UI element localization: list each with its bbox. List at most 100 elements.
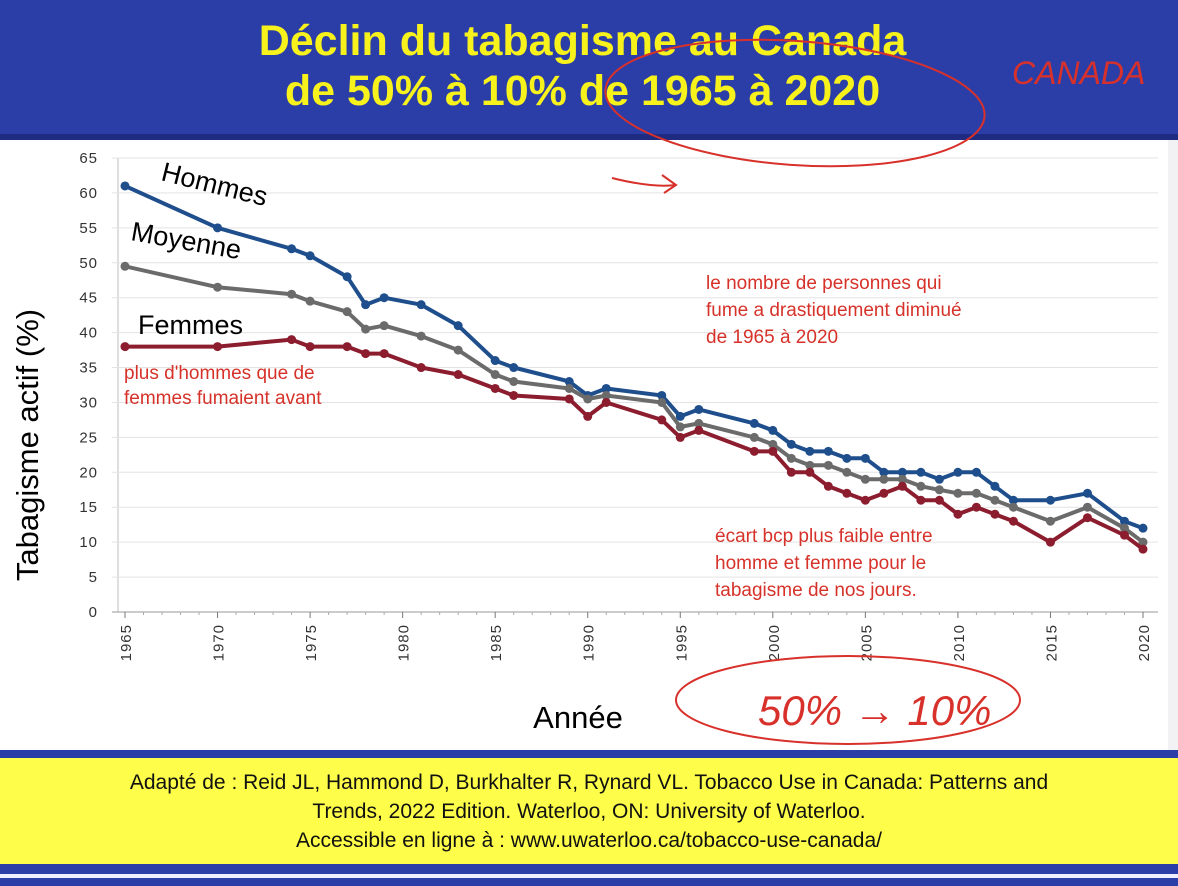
x-tick-label: 2010	[951, 624, 968, 661]
data-point-femmes	[1045, 537, 1055, 547]
x-tick-label: 2020	[1136, 624, 1153, 661]
data-point-femmes	[453, 370, 463, 380]
data-point-hommes	[694, 404, 704, 414]
annotation-gap-line: écart bcp plus faible entre	[715, 526, 933, 547]
data-point-femmes	[805, 467, 815, 477]
page-title: Déclin du tabagisme au Canada de 50% à 1…	[0, 16, 1165, 116]
data-point-hommes	[490, 356, 500, 366]
source-line-1: Adapté de : Reid JL, Hammond D, Burkhalt…	[129, 771, 1049, 794]
data-point-moyenne	[305, 296, 315, 306]
data-point-moyenne	[213, 282, 223, 292]
data-point-moyenne	[842, 467, 852, 477]
series-label-femmes: Femmes	[138, 310, 243, 340]
footer-bottom-rule	[0, 864, 1178, 886]
data-point-femmes	[601, 397, 611, 407]
data-point-femmes	[934, 495, 944, 505]
data-point-femmes	[379, 349, 389, 359]
right-edge-divider	[1168, 140, 1178, 750]
data-point-hommes	[1045, 495, 1055, 505]
handwritten-circle-title	[604, 38, 986, 168]
data-point-hommes	[120, 181, 130, 191]
series-label-moyenne: Moyenne	[129, 216, 244, 265]
title-line-2: de 50% à 10% de 1965 à 2020	[284, 67, 881, 115]
data-point-femmes	[583, 411, 593, 421]
data-point-femmes	[879, 488, 889, 498]
data-point-hommes	[601, 383, 611, 393]
y-tick-labels: 0 5 10 15 20 25 30 35 40 45 50 55 60 65	[79, 150, 98, 621]
data-point-moyenne	[564, 383, 574, 393]
data-point-hommes	[934, 474, 944, 484]
data-point-femmes	[305, 342, 315, 352]
x-tick-label: 1965	[118, 624, 135, 661]
data-point-moyenne	[453, 345, 463, 355]
data-point-moyenne	[1045, 516, 1055, 526]
data-point-hommes	[990, 481, 1000, 491]
data-point-femmes	[694, 425, 704, 435]
data-point-hommes	[1119, 516, 1129, 526]
data-point-femmes	[1119, 530, 1129, 540]
y-tick-label: 50	[79, 255, 98, 272]
data-point-moyenne	[342, 307, 352, 317]
data-point-hommes	[897, 467, 907, 477]
source-line-2: Trends, 2022 Edition. Waterloo, ON: Univ…	[312, 800, 866, 823]
data-point-hommes	[564, 377, 574, 387]
handwritten-canada: CANADA	[1012, 55, 1145, 91]
grid-lines	[112, 157, 1158, 618]
annotation-men-women-line: plus d'hommes que de	[124, 363, 315, 384]
data-point-femmes	[953, 509, 963, 519]
data-point-moyenne	[897, 474, 907, 484]
data-point-femmes	[842, 488, 852, 498]
data-point-hommes	[416, 300, 426, 310]
y-tick-label: 10	[79, 534, 98, 551]
data-point-femmes	[416, 363, 426, 373]
data-point-femmes	[971, 502, 981, 512]
data-point-hommes	[805, 446, 815, 456]
data-point-hommes	[879, 467, 889, 477]
data-point-moyenne	[823, 460, 833, 470]
source-footer: Adapté de : Reid JL, Hammond D, Burkhalt…	[0, 758, 1178, 864]
y-tick-label: 45	[79, 290, 98, 307]
data-point-moyenne	[1008, 502, 1018, 512]
x-tick-labels: 1965 1970 1975 1980 1985 1990 1995 2000 2005 2010…	[118, 624, 1153, 661]
data-point-femmes	[120, 342, 130, 352]
data-point-moyenne	[379, 321, 389, 331]
data-point-moyenne	[860, 474, 870, 484]
data-point-hommes	[823, 446, 833, 456]
data-point-moyenne	[361, 324, 371, 334]
data-point-hommes	[509, 363, 519, 373]
data-point-moyenne	[916, 481, 926, 491]
data-point-moyenne	[990, 495, 1000, 505]
x-tick-label: 2015	[1043, 624, 1060, 661]
annotation-decline-line: le nombre de personnes qui	[706, 273, 942, 294]
data-point-moyenne	[971, 488, 981, 498]
data-point-femmes	[749, 446, 759, 456]
data-point-hommes	[342, 272, 352, 282]
y-tick-label: 60	[79, 185, 98, 202]
data-point-hommes	[675, 411, 685, 421]
data-point-femmes	[675, 432, 685, 442]
data-point-femmes	[564, 394, 574, 404]
x-tick-label: 1990	[581, 624, 598, 661]
source-line-3[interactable]: Accessible en ligne à : www.uwaterloo.ca…	[296, 829, 882, 852]
data-point-femmes	[361, 349, 371, 359]
data-point-moyenne	[120, 261, 130, 271]
data-point-femmes	[823, 481, 833, 491]
data-point-hommes	[860, 453, 870, 463]
data-point-femmes	[490, 383, 500, 393]
data-point-femmes	[1008, 516, 1018, 526]
data-point-moyenne	[768, 439, 778, 449]
y-tick-label: 25	[79, 429, 98, 446]
title-line-1: Déclin du tabagisme au Canada	[258, 17, 907, 65]
data-point-hommes	[1082, 488, 1092, 498]
data-point-moyenne	[879, 474, 889, 484]
data-point-moyenne	[1119, 523, 1129, 533]
y-tick-label: 20	[79, 464, 98, 481]
data-point-hommes	[287, 244, 297, 254]
data-point-moyenne	[805, 460, 815, 470]
data-point-femmes	[897, 481, 907, 491]
handwritten-arrow	[611, 174, 678, 194]
data-point-moyenne	[934, 485, 944, 495]
x-tick-label: 1995	[673, 624, 690, 661]
y-tick-label: 40	[79, 325, 98, 342]
